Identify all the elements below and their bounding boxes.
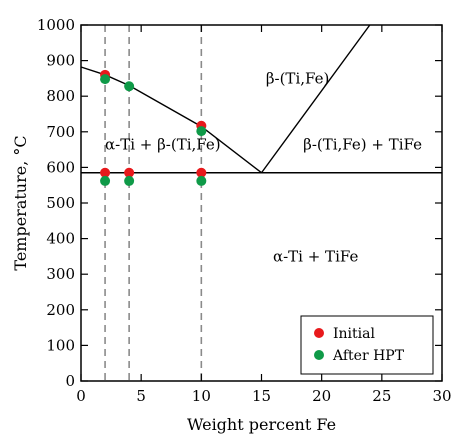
data-point	[100, 74, 111, 85]
data-point	[124, 175, 135, 186]
y-axis-title: Temperature, °C	[11, 135, 30, 270]
x-tick-label: 0	[76, 387, 86, 405]
x-tick-label: 5	[136, 387, 146, 405]
phase-boundary-line	[260, 24, 371, 174]
region-label: β-(Ti,Fe)	[266, 70, 329, 88]
y-tick-label: 0	[65, 372, 75, 390]
y-tick-label: 400	[46, 230, 75, 248]
y-tick-label: 200	[46, 301, 75, 319]
data-point	[100, 175, 111, 186]
data-point	[196, 126, 207, 137]
data-point	[124, 81, 135, 92]
plot-area: β-(Ti,Fe) α-Ti + β-(Ti,Fe) β-(Ti,Fe) + TiF…	[80, 24, 442, 381]
region-label: α-Ti + TiFe	[273, 248, 358, 266]
y-tick-label: 300	[46, 265, 75, 283]
y-tick-label: 1000	[37, 16, 75, 34]
x-tick-label: 15	[252, 387, 271, 405]
y-tick-label: 900	[46, 52, 75, 70]
legend-label: Initial	[333, 326, 375, 342]
axes: 0 5 10 15 20 25 300100200300400500600700800900…	[37, 16, 452, 405]
legend-marker	[314, 350, 324, 360]
legend: Initial After HPT	[300, 315, 434, 375]
region-label: α-Ti + β-(Ti,Fe)	[105, 136, 221, 154]
data-point	[124, 167, 135, 178]
x-tick-label: 30	[432, 387, 451, 405]
legend-marker	[314, 328, 324, 338]
y-tick-label: 800	[46, 87, 75, 105]
data-point	[196, 175, 207, 186]
region-label: β-(Ti,Fe) + TiFe	[303, 136, 422, 154]
x-tick-label: 20	[312, 387, 331, 405]
x-tick-label: 10	[192, 387, 211, 405]
y-tick-label: 700	[46, 123, 75, 141]
legend-box	[300, 315, 434, 375]
x-axis-title: Weight percent Fe	[187, 415, 336, 434]
y-tick-label: 100	[46, 336, 75, 354]
y-tick-label: 500	[46, 194, 75, 212]
data-point	[100, 167, 111, 178]
x-tick-label: 25	[372, 387, 391, 405]
legend-label: After HPT	[332, 348, 405, 364]
data-point	[196, 167, 207, 178]
y-tick-label: 600	[46, 158, 75, 176]
